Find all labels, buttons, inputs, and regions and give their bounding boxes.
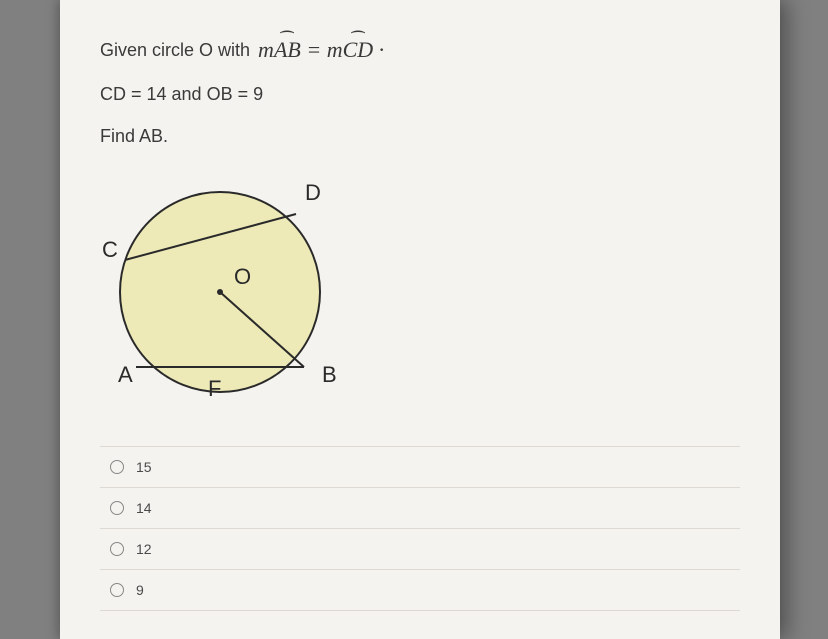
answer-option-3[interactable]: 9	[100, 569, 740, 611]
label-F: F	[208, 376, 221, 401]
arc-AB: AB	[274, 30, 301, 70]
radio-icon	[110, 460, 124, 474]
answer-label: 12	[136, 541, 152, 557]
m-prefix-right: m	[327, 37, 343, 62]
q-line1-prefix: Given circle O with	[100, 34, 250, 66]
label-D: D	[305, 180, 321, 205]
label-O: O	[234, 264, 251, 289]
circle-diagram: C D A B F O	[100, 172, 740, 417]
answer-label: 9	[136, 582, 144, 598]
label-C: C	[102, 237, 118, 262]
m-prefix-left: m	[258, 37, 274, 62]
answer-option-2[interactable]: 12	[100, 528, 740, 570]
answer-option-1[interactable]: 14	[100, 487, 740, 529]
question-line2: CD = 14 and OB = 9	[100, 78, 740, 110]
answer-label: 15	[136, 459, 152, 475]
question-block: Given circle O with mAB = mCD · CD = 14 …	[100, 30, 740, 152]
label-B: B	[322, 362, 337, 387]
radio-icon	[110, 501, 124, 515]
question-line1: Given circle O with mAB = mCD ·	[100, 30, 740, 70]
arc-CD: CD	[343, 30, 374, 70]
equals: =	[306, 37, 326, 62]
center-dot	[217, 289, 223, 295]
answer-list: 15 14 12 9	[100, 446, 740, 611]
label-A: A	[118, 362, 133, 387]
worksheet-paper: Given circle O with mAB = mCD · CD = 14 …	[60, 0, 780, 639]
radio-icon	[110, 583, 124, 597]
period: ·	[373, 37, 384, 62]
diagram-svg: C D A B F O	[100, 172, 360, 412]
answer-option-0[interactable]: 15	[100, 446, 740, 488]
arc-equation: mAB = mCD ·	[258, 30, 384, 70]
question-line3: Find AB.	[100, 120, 740, 152]
answer-label: 14	[136, 500, 152, 516]
radio-icon	[110, 542, 124, 556]
